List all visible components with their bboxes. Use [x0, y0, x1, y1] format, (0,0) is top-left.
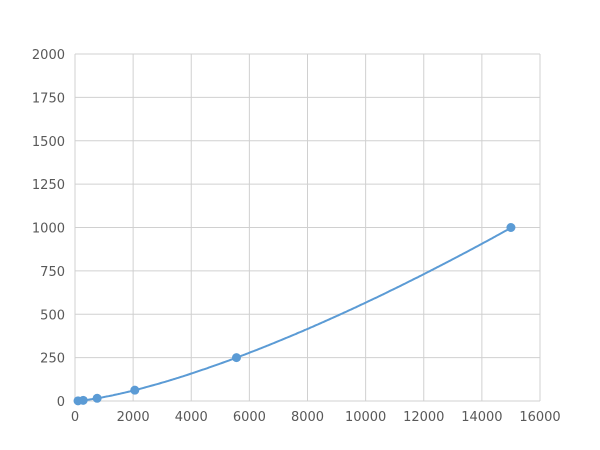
y-tick-label: 0 — [57, 395, 65, 410]
y-tick-label: 2000 — [32, 48, 65, 63]
y-tick-label: 500 — [40, 308, 65, 323]
x-tick-label: 4000 — [175, 410, 208, 425]
x-tick-label: 10000 — [345, 410, 386, 425]
y-tick-label: 1750 — [32, 91, 65, 106]
x-tick-label: 6000 — [233, 410, 266, 425]
trend-line — [77, 226, 512, 402]
x-tick-label: 12000 — [403, 410, 444, 425]
x-tick-label: 8000 — [291, 410, 324, 425]
x-tick-label: 14000 — [461, 410, 502, 425]
data-point — [78, 395, 88, 405]
data-point — [130, 385, 140, 395]
data-point — [506, 223, 516, 232]
y-tick-label: 1250 — [32, 178, 65, 193]
y-tick-label: 750 — [40, 265, 65, 280]
y-tick-label: 1000 — [32, 222, 65, 237]
y-tick-label: 1500 — [32, 135, 65, 150]
x-tick-label: 2000 — [117, 410, 150, 425]
data-point — [231, 353, 241, 363]
x-tick-label: 16000 — [519, 410, 560, 425]
data-point — [92, 393, 102, 403]
x-tick-label: 0 — [71, 410, 79, 425]
y-tick-label: 250 — [40, 352, 65, 367]
